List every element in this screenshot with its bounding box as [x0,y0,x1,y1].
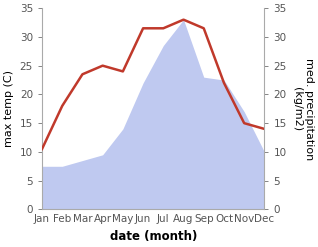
X-axis label: date (month): date (month) [109,230,197,243]
Y-axis label: max temp (C): max temp (C) [4,70,14,147]
Y-axis label: med. precipitation
(kg/m2): med. precipitation (kg/m2) [292,58,314,160]
